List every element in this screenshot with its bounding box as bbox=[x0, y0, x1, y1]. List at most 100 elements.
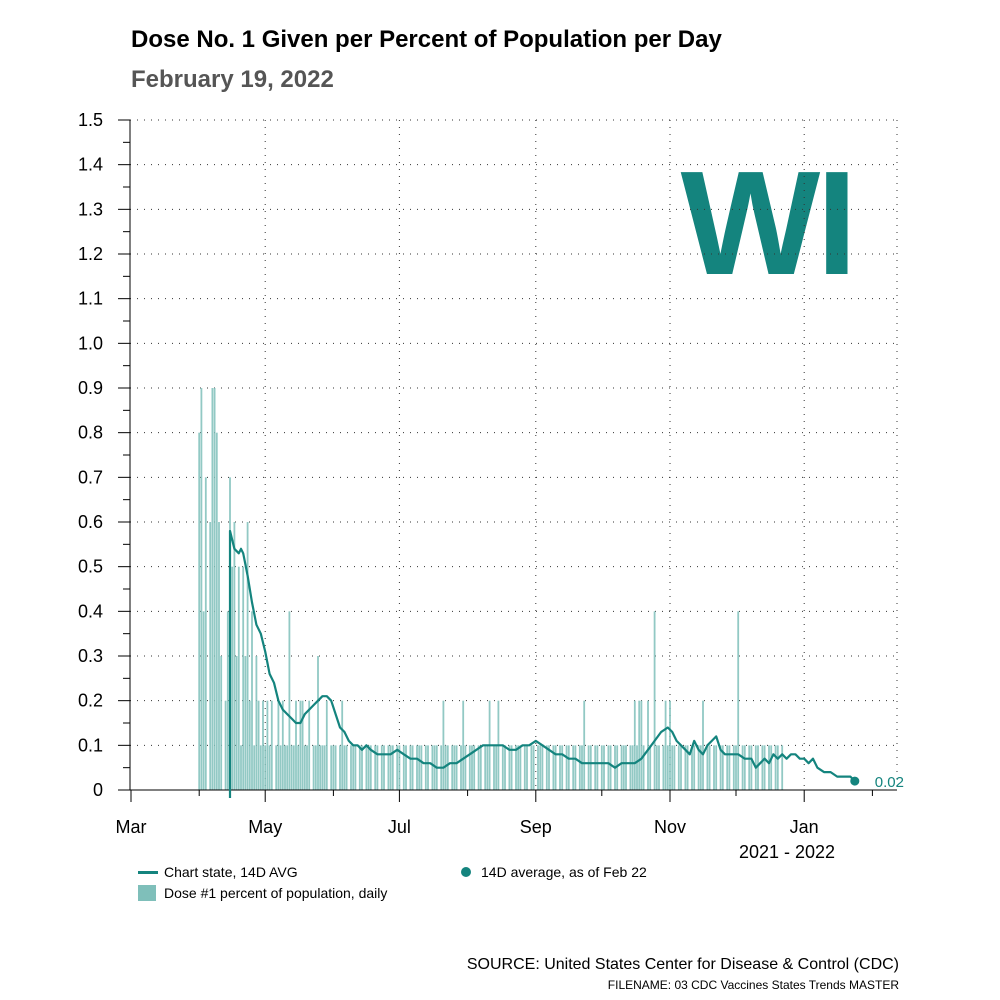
legend-bar-item: Dose #1 percent of population, daily bbox=[138, 885, 387, 901]
daily-bar bbox=[317, 656, 319, 790]
daily-bar bbox=[715, 745, 718, 790]
legend-bar-label: Dose #1 percent of population, daily bbox=[164, 885, 388, 901]
daily-bar bbox=[702, 700, 704, 790]
daily-bar bbox=[218, 522, 220, 790]
daily-bar bbox=[622, 745, 625, 790]
daily-bar bbox=[290, 745, 293, 790]
daily-bar bbox=[552, 745, 555, 790]
daily-bar bbox=[781, 745, 784, 790]
daily-bar bbox=[213, 388, 216, 790]
daily-bar bbox=[405, 745, 407, 790]
daily-bar bbox=[743, 745, 746, 790]
daily-bar bbox=[662, 745, 665, 790]
daily-bar bbox=[358, 745, 361, 790]
state-label: WI bbox=[680, 141, 858, 306]
endpoint-dot bbox=[850, 776, 860, 786]
axes bbox=[118, 119, 897, 802]
daily-bar bbox=[607, 745, 610, 790]
daily-bar bbox=[367, 745, 370, 790]
daily-bar bbox=[631, 745, 634, 790]
daily-bar bbox=[691, 745, 693, 790]
avg-line bbox=[228, 529, 856, 798]
daily-bar bbox=[264, 745, 267, 790]
daily-bar bbox=[442, 700, 445, 790]
daily-bar bbox=[369, 745, 372, 790]
daily-bar bbox=[649, 745, 652, 790]
y-tick-label: 1.5 bbox=[78, 110, 103, 130]
daily-bar bbox=[523, 745, 526, 790]
daily-bar bbox=[559, 745, 561, 790]
daily-bar bbox=[299, 700, 302, 790]
daily-bar bbox=[574, 745, 577, 790]
daily-bar bbox=[530, 745, 533, 790]
daily-bar bbox=[468, 745, 471, 790]
x-tick-label: Jul bbox=[388, 817, 411, 837]
daily-bar bbox=[402, 745, 405, 790]
daily-bar bbox=[666, 745, 669, 790]
daily-bar bbox=[323, 745, 326, 790]
daily-bar bbox=[699, 745, 702, 790]
daily-bar bbox=[240, 745, 242, 790]
daily-bar bbox=[253, 745, 256, 790]
daily-bar bbox=[383, 745, 385, 790]
daily-bar bbox=[706, 745, 709, 790]
daily-bar bbox=[741, 745, 744, 790]
y-tick-label: 0.3 bbox=[78, 646, 103, 666]
daily-bar bbox=[453, 745, 456, 790]
daily-bar bbox=[671, 745, 674, 790]
daily-bar bbox=[444, 745, 447, 790]
daily-bar bbox=[748, 745, 751, 790]
daily-bar bbox=[303, 745, 306, 790]
daily-bar bbox=[361, 745, 363, 790]
daily-bar bbox=[684, 745, 687, 790]
daily-bar bbox=[200, 388, 203, 790]
daily-bar bbox=[255, 656, 258, 790]
daily-bar bbox=[728, 745, 731, 790]
daily-bar bbox=[548, 745, 550, 790]
daily-bar bbox=[757, 745, 759, 790]
legend-bar-swatch bbox=[138, 885, 156, 901]
daily-bar bbox=[761, 745, 764, 790]
daily-bar bbox=[642, 745, 645, 790]
daily-bar bbox=[561, 745, 564, 790]
x-tick-label: Mar bbox=[116, 817, 147, 837]
daily-bar bbox=[396, 745, 399, 790]
daily-bar bbox=[319, 745, 322, 790]
daily-bar bbox=[636, 745, 638, 790]
daily-bar bbox=[312, 745, 315, 790]
y-tick-label: 0.6 bbox=[78, 512, 103, 532]
source-note: SOURCE: United States Center for Disease… bbox=[466, 956, 899, 973]
daily-bar bbox=[616, 745, 619, 790]
daily-bar bbox=[484, 745, 487, 790]
daily-bar bbox=[345, 745, 348, 790]
daily-bar bbox=[721, 745, 724, 790]
daily-bar bbox=[420, 745, 423, 790]
daily-bar bbox=[334, 745, 337, 790]
daily-bar bbox=[664, 700, 667, 790]
daily-bar bbox=[713, 745, 715, 790]
daily-bar bbox=[462, 700, 465, 790]
y-tick-label: 0.9 bbox=[78, 378, 103, 398]
daily-bar bbox=[242, 566, 245, 790]
y-tick-label: 0.2 bbox=[78, 691, 103, 711]
daily-bar bbox=[719, 745, 722, 790]
daily-bar bbox=[387, 745, 390, 790]
daily-bar bbox=[583, 700, 586, 790]
daily-bar bbox=[204, 477, 207, 790]
x-tick-label: Sep bbox=[520, 817, 552, 837]
daily-bar bbox=[669, 700, 671, 790]
daily-bar bbox=[431, 745, 434, 790]
daily-bar bbox=[350, 745, 352, 790]
daily-bar bbox=[237, 566, 240, 790]
daily-bar bbox=[286, 745, 289, 790]
daily-bar bbox=[539, 745, 542, 790]
daily-bar bbox=[594, 745, 597, 790]
daily-bar bbox=[231, 566, 234, 790]
daily-bar bbox=[578, 745, 581, 790]
daily-bar bbox=[587, 745, 590, 790]
daily-bar bbox=[389, 745, 392, 790]
daily-bar bbox=[211, 388, 214, 790]
daily-bar bbox=[589, 745, 592, 790]
daily-bar bbox=[737, 611, 740, 790]
